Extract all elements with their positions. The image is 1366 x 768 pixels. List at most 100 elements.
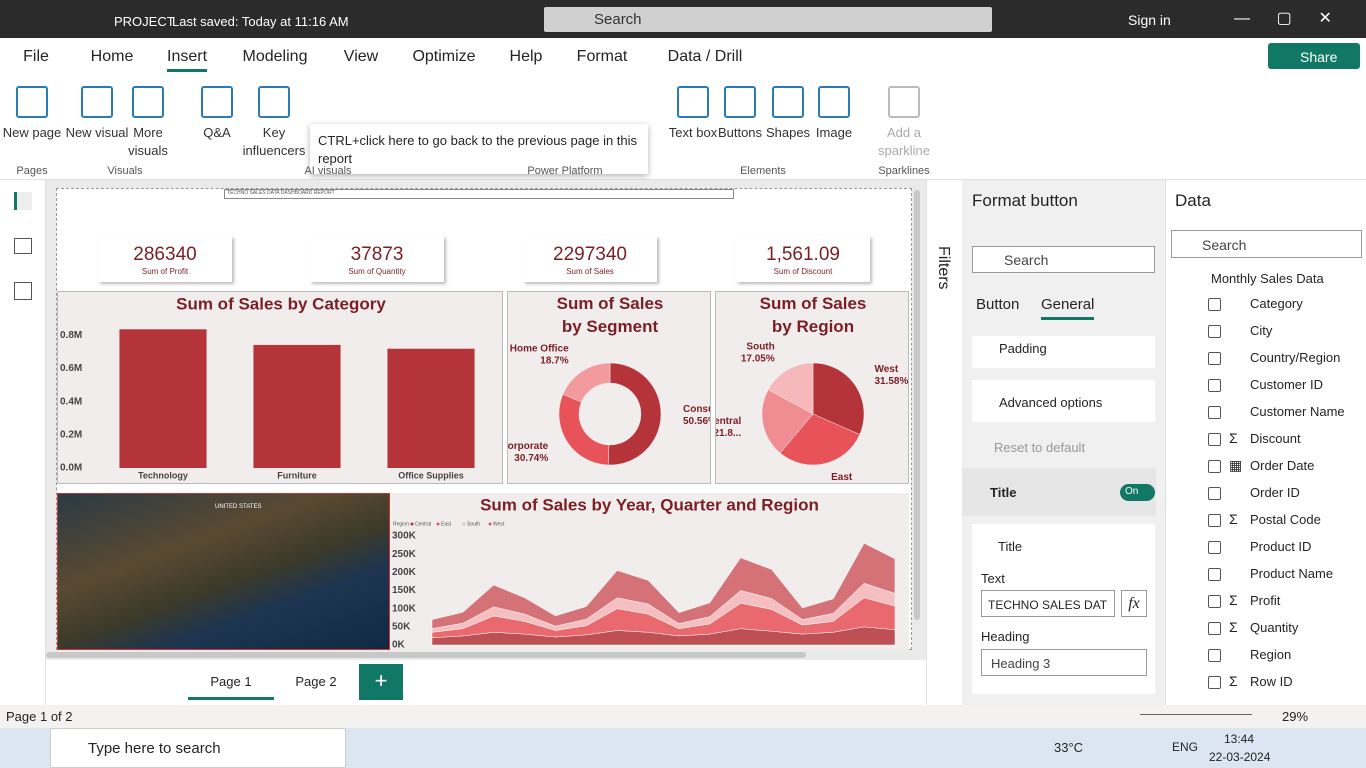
file-name[interactable]: PROJECT [114,14,175,29]
ribbon-button[interactable]: New visual [65,125,129,140]
field-name[interactable]: Customer ID [1250,377,1323,392]
ribbon-button[interactable]: Buttons [717,125,763,140]
format-search[interactable] [972,246,1155,273]
card-label[interactable]: Title [998,539,1023,554]
report-view[interactable] [14,192,32,210]
menu-tab[interactable]: Insert [166,48,208,72]
ribbon-button[interactable]: Text box [668,125,718,140]
ribbon-button[interactable]: Key influencers [242,125,306,158]
menu-tab[interactable]: View [343,48,379,65]
menu-tab[interactable]: Optimize [412,48,476,65]
field-name[interactable]: Quantity [1250,620,1299,635]
ribbon-icon[interactable] [81,86,113,118]
card[interactable] [736,236,870,282]
checkbox[interactable] [1208,352,1221,365]
format-search-text: Search [1004,252,1049,268]
filters-label[interactable]: Filters [935,246,952,290]
ribbon-icon[interactable] [258,86,290,118]
checkbox[interactable] [1208,514,1221,527]
field-name[interactable]: Order Date [1250,458,1315,473]
field-name[interactable]: Product ID [1250,539,1312,554]
map[interactable] [57,493,390,650]
taskbar-search-text: Type here to search [88,740,221,757]
field-name[interactable]: Region [1250,647,1292,662]
ribbon-button[interactable]: Shapes [765,125,811,140]
section[interactable] [972,380,1155,422]
field-name[interactable]: Category [1250,296,1303,311]
menu-tab[interactable]: Format [576,48,628,65]
checkbox[interactable] [1208,460,1221,473]
zoom-slider[interactable] [1140,714,1252,715]
ribbon-icon[interactable] [888,86,920,118]
add-page[interactable]: + [359,664,403,700]
ribbon-button[interactable]: Image [815,125,853,140]
share-button[interactable] [1268,43,1360,69]
group-label[interactable]: Title [990,485,1017,500]
card[interactable] [310,236,444,282]
ribbon-icon[interactable] [677,86,709,118]
field-name[interactable]: Postal Code [1250,512,1321,527]
model-view[interactable] [14,282,32,300]
checkbox[interactable] [1208,595,1221,608]
v-scrollbar[interactable] [914,190,920,620]
field-name[interactable]: Profit [1250,593,1281,608]
field-name[interactable]: Discount [1250,431,1301,446]
table-name[interactable]: Monthly Sales Data [1211,271,1324,286]
window-controls[interactable]: — ▢ ✕ [1234,10,1332,27]
ribbon-button[interactable]: Add a sparkline [877,125,931,158]
field-name[interactable]: Row ID [1250,674,1293,689]
checkbox[interactable] [1208,622,1221,635]
table-view[interactable] [14,238,32,254]
format-tab[interactable]: Button [976,296,1020,313]
ribbon-icon[interactable] [772,86,804,118]
search-box[interactable] [544,7,992,32]
ribbon-icon[interactable] [818,86,850,118]
card[interactable] [523,236,657,282]
menu-tab[interactable]: Data / Drill [667,48,743,65]
checkbox[interactable] [1208,379,1221,392]
h-scrollbar[interactable] [46,652,806,658]
checkbox[interactable] [1208,433,1221,446]
checkbox[interactable] [1208,487,1221,500]
field-name[interactable]: Order ID [1250,485,1300,500]
checkbox[interactable] [1208,325,1221,338]
ribbon-button[interactable]: Q&A [203,125,231,140]
page-tab[interactable]: Page 1 [188,662,274,700]
ribbon-icon[interactable] [201,86,233,118]
page-tab[interactable]: Page 2 [295,674,337,689]
reset-link[interactable]: Reset to default [994,440,1086,455]
text-input[interactable]: TECHNO SALES DAT [981,590,1115,617]
checkbox[interactable] [1208,298,1221,311]
field-name[interactable]: Product Name [1250,566,1334,581]
card[interactable] [98,236,232,282]
section[interactable] [972,336,1155,368]
field-name[interactable]: City [1250,323,1273,338]
ribbon-button[interactable]: New page [2,125,62,140]
slice [767,362,814,415]
filters-strip[interactable] [926,180,962,705]
data-search[interactable] [1171,230,1362,258]
menu-tab[interactable]: Help [509,48,543,65]
checkbox[interactable] [1208,676,1221,689]
checkbox[interactable] [1208,541,1221,554]
taskbar-search[interactable] [50,728,346,768]
ribbon-icon[interactable] [16,86,48,118]
menu-tab[interactable]: Modeling [242,48,308,65]
checkbox[interactable] [1208,406,1221,419]
ribbon-icon[interactable] [132,86,164,118]
menu-tab[interactable]: Home [90,48,134,65]
heading-select[interactable]: Heading 3 [981,649,1147,676]
ribbon-icon[interactable] [724,86,756,118]
menu-tab[interactable]: File [23,48,49,65]
field-name[interactable]: Country/Region [1250,350,1341,365]
report-header[interactable]: TECHNO SALES DATA DASHBOARD REPORT [224,189,734,199]
checkbox[interactable] [1208,649,1221,662]
field-name[interactable]: Customer Name [1250,404,1345,419]
toggle[interactable]: On [1120,484,1155,501]
checkbox[interactable] [1208,568,1221,581]
format-tab[interactable]: General [1041,296,1095,320]
sign-in[interactable]: Sign in [1128,12,1171,28]
fx-button[interactable]: fx [1121,590,1147,617]
ribbon-button[interactable]: More visuals [128,125,168,158]
